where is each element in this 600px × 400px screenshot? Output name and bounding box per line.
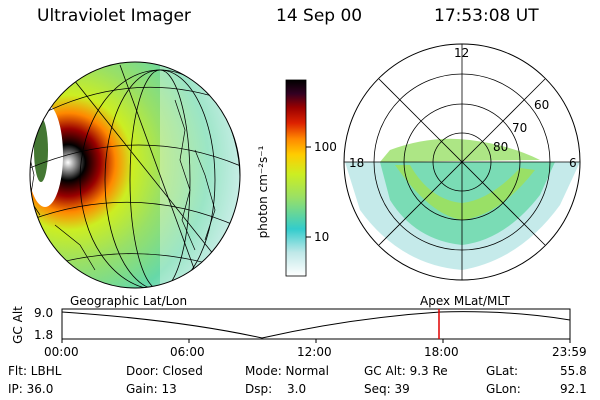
- clock-label-12: 12: [454, 46, 470, 60]
- dayside-arc: [380, 138, 540, 162]
- orbit-xtick-0000: 00:00: [44, 345, 79, 359]
- ip-info: IP: 36.0: [8, 382, 54, 396]
- colorbar-label-10: 10: [314, 230, 330, 244]
- lat-label-70: 70: [512, 121, 528, 135]
- colorbar-label-100: 100: [314, 140, 337, 154]
- lat-lon-grid: [30, 64, 240, 288]
- altitude-curve: [61, 311, 571, 339]
- orbit-ytick-max: 9.0: [34, 306, 54, 320]
- polar-plot: [343, 43, 581, 281]
- nightside-fade: [160, 62, 240, 288]
- geographic-globe: [29, 61, 241, 289]
- orbit-plot: [61, 308, 571, 343]
- orbit-xtick-1800: 18:00: [424, 345, 459, 359]
- clock-label-18: 18: [349, 156, 365, 170]
- mode-info: Mode: Normal: [245, 364, 329, 378]
- glon-value: 92.1: [560, 382, 587, 396]
- filter-info: Flt: LBHL: [8, 364, 62, 378]
- dsp-value: 3.0: [287, 382, 307, 396]
- orbit-xtick-2359: 23:59: [552, 345, 587, 359]
- time-label: 17:53:08 UT: [434, 6, 539, 26]
- right-view-label: Apex MLat/MLT: [420, 294, 510, 308]
- door-info: Door: Closed: [126, 364, 203, 378]
- colorbar-unit-label: photon cm⁻²s⁻¹: [256, 145, 270, 239]
- clock-label-6: 6: [569, 156, 577, 170]
- seq-info: Seq: 39: [364, 382, 410, 396]
- instrument-title: Ultraviolet Imager: [37, 6, 191, 26]
- polar-grid: [344, 44, 580, 280]
- orbit-xtick-1200: 12:00: [297, 345, 332, 359]
- glon-label: GLon:: [486, 382, 521, 396]
- orbit-ytick-min: 1.8: [34, 328, 54, 342]
- glat-value: 55.8: [560, 364, 587, 378]
- left-view-label: Geographic Lat/Lon: [70, 294, 188, 308]
- orbit-xtick-0600: 06:00: [170, 345, 205, 359]
- orbit-x-ticks: [61, 339, 571, 343]
- colorbar: [285, 79, 311, 277]
- orbit-ylabel: GC Alt: [11, 306, 25, 344]
- lat-label-60: 60: [534, 98, 550, 112]
- landmass-greenland: [34, 118, 48, 182]
- gain-info: Gain: 13: [126, 382, 177, 396]
- lat-label-80: 80: [493, 140, 509, 154]
- glat-label: GLat:: [486, 364, 519, 378]
- auroral-oval-core: [395, 165, 535, 220]
- date-label: 14 Sep 00: [276, 6, 363, 26]
- gc-alt-info: GC Alt: 9.3 Re: [364, 364, 448, 378]
- dsp-label: Dsp:: [245, 382, 273, 396]
